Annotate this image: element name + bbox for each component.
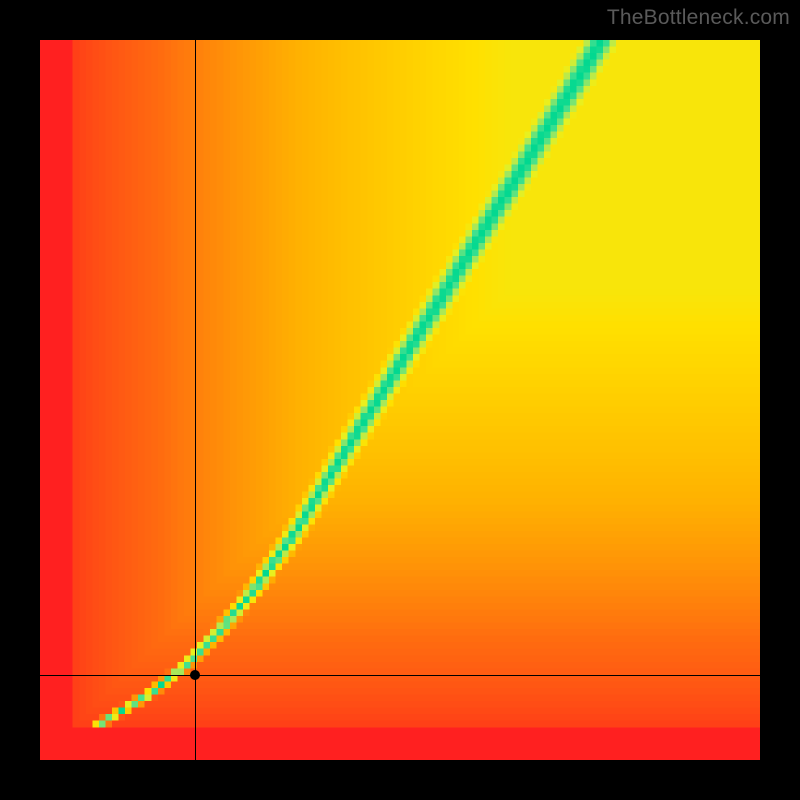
heatmap-plot — [40, 40, 760, 760]
crosshair-horizontal — [40, 675, 760, 676]
heatmap-canvas — [40, 40, 760, 760]
crosshair-vertical — [195, 40, 196, 760]
watermark-text: TheBottleneck.com — [607, 6, 790, 30]
crosshair-marker — [190, 670, 200, 680]
